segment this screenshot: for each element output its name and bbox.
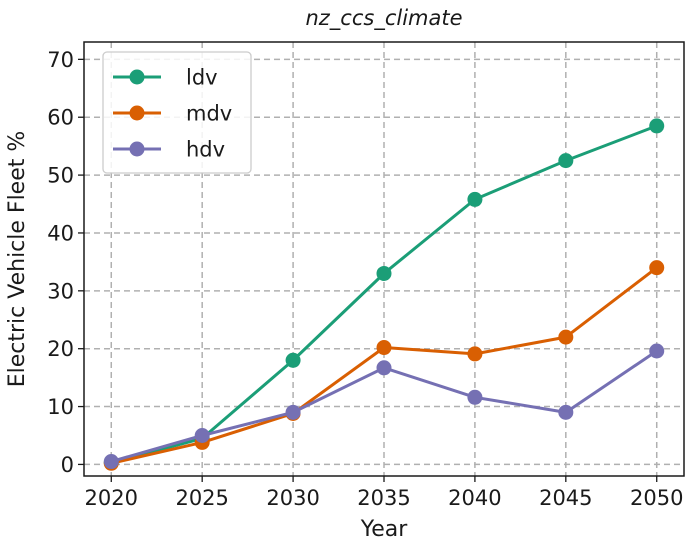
y-tick-label: 70 bbox=[47, 48, 74, 72]
legend-label: hdv bbox=[186, 138, 225, 162]
x-tick-label: 2040 bbox=[448, 486, 501, 510]
y-tick-label: 10 bbox=[47, 395, 74, 419]
data-point bbox=[285, 352, 301, 368]
legend-swatch-marker bbox=[129, 105, 145, 121]
series-layer bbox=[103, 118, 665, 471]
x-tick-label: 2045 bbox=[539, 486, 592, 510]
y-tick-label: 20 bbox=[47, 337, 74, 361]
data-point bbox=[649, 118, 665, 134]
data-point bbox=[376, 340, 392, 356]
legend-swatch-marker bbox=[129, 69, 145, 85]
y-tick-label: 0 bbox=[61, 453, 74, 477]
data-point bbox=[467, 191, 483, 207]
series-hdv bbox=[103, 343, 665, 470]
data-point bbox=[467, 389, 483, 405]
axis-ticks: 2020 2025 2030 2035 2040 2045 2050010203040506… bbox=[47, 48, 683, 510]
x-tick-label: 2035 bbox=[357, 486, 410, 510]
y-axis-label: Electric Vehicle Fleet % bbox=[5, 131, 30, 388]
data-point bbox=[376, 360, 392, 376]
x-tick-label: 2030 bbox=[266, 486, 319, 510]
x-tick-label: 2050 bbox=[630, 486, 683, 510]
data-point bbox=[103, 454, 119, 470]
data-point bbox=[285, 404, 301, 420]
legend-label: ldv bbox=[186, 66, 218, 90]
y-tick-label: 60 bbox=[47, 106, 74, 130]
grid bbox=[84, 42, 684, 476]
legend: ldv mdv hdv bbox=[102, 51, 252, 174]
data-point bbox=[649, 343, 665, 359]
data-point bbox=[558, 329, 574, 345]
x-axis-label: Year bbox=[360, 517, 409, 542]
legend-swatch-marker bbox=[129, 141, 145, 157]
data-point bbox=[649, 260, 665, 276]
x-tick-label: 2020 bbox=[85, 486, 138, 510]
data-point bbox=[194, 427, 210, 443]
chart-title: nz_ccs_climate bbox=[305, 6, 462, 31]
x-tick-label: 2025 bbox=[175, 486, 228, 510]
legend-label: mdv bbox=[186, 102, 232, 126]
data-point bbox=[558, 404, 574, 420]
data-point bbox=[467, 346, 483, 362]
data-point bbox=[376, 265, 392, 281]
y-tick-label: 50 bbox=[47, 164, 74, 188]
y-tick-label: 30 bbox=[47, 279, 74, 303]
data-point bbox=[558, 153, 574, 169]
y-tick-label: 40 bbox=[47, 221, 74, 245]
